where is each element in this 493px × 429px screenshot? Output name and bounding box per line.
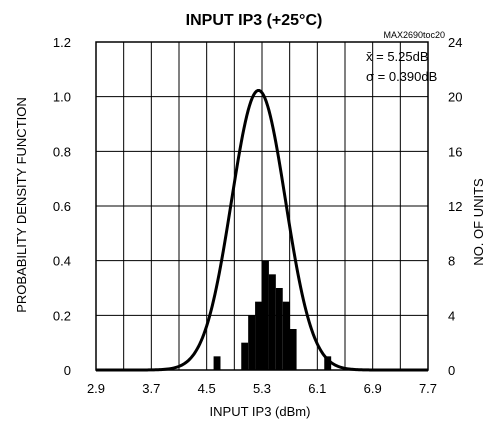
y-left-tick-label: 1.2: [53, 35, 71, 50]
y-axis-right-label: NO. OF UNITS: [471, 178, 486, 266]
x-tick-label: 6.9: [364, 381, 382, 396]
y-right-tick-label: 4: [448, 308, 455, 323]
histogram-bar: [324, 356, 332, 370]
y-right-tick-label: 16: [448, 144, 462, 159]
x-axis-label: INPUT IP3 (dBm): [210, 404, 311, 419]
y-right-tick-label: 20: [448, 90, 462, 105]
plot-frame: [95, 41, 429, 371]
x-tick-label: 2.9: [87, 381, 105, 396]
y-left-tick-label: 0.2: [53, 308, 71, 323]
x-tick-label: 5.3: [253, 381, 271, 396]
y-right-tick-label: 24: [448, 35, 462, 50]
y-right-tick-label: 8: [448, 254, 455, 269]
sigma-label: σ = 0.390dB: [366, 69, 437, 84]
histogram-bar: [262, 260, 269, 370]
y-left-tick-label: 0.8: [53, 144, 71, 159]
mean-label: x̄ = 5.25dB: [366, 49, 429, 64]
histogram-bar: [275, 288, 283, 370]
histogram-bar: [255, 301, 262, 370]
histogram-bar: [268, 274, 276, 370]
y-left-tick-label: 1.0: [53, 90, 71, 105]
histogram-bar: [213, 356, 221, 370]
histogram-bar: [241, 342, 249, 370]
y-left-tick-label: 0: [64, 363, 71, 378]
x-tick-label: 4.5: [198, 381, 216, 396]
y-right-tick-label: 0: [448, 363, 455, 378]
chart-title: INPUT IP3 (+25°C): [186, 12, 323, 29]
histogram-bar: [289, 329, 297, 370]
x-tick-label: 3.7: [142, 381, 160, 396]
y-left-tick-label: 0.6: [53, 199, 71, 214]
x-tick-label: 6.1: [308, 381, 326, 396]
histogram-bar: [282, 301, 290, 370]
x-tick-label: 7.7: [419, 381, 437, 396]
histogram-bar: [248, 315, 256, 370]
y-axis-left-label: PROBABILITY DENSITY FUNCTION: [14, 97, 29, 313]
y-right-tick-label: 12: [448, 199, 462, 214]
y-left-tick-label: 0.4: [53, 254, 71, 269]
histogram-bars: [213, 260, 332, 370]
tick-labels: 2.9 3.7 4.5 5.3 6.1 6.9 7.7 0 0.2 0.4 0.6 0.8 1.0 1.2…: [53, 35, 463, 396]
chart-code: MAX2690toc20: [383, 30, 445, 40]
